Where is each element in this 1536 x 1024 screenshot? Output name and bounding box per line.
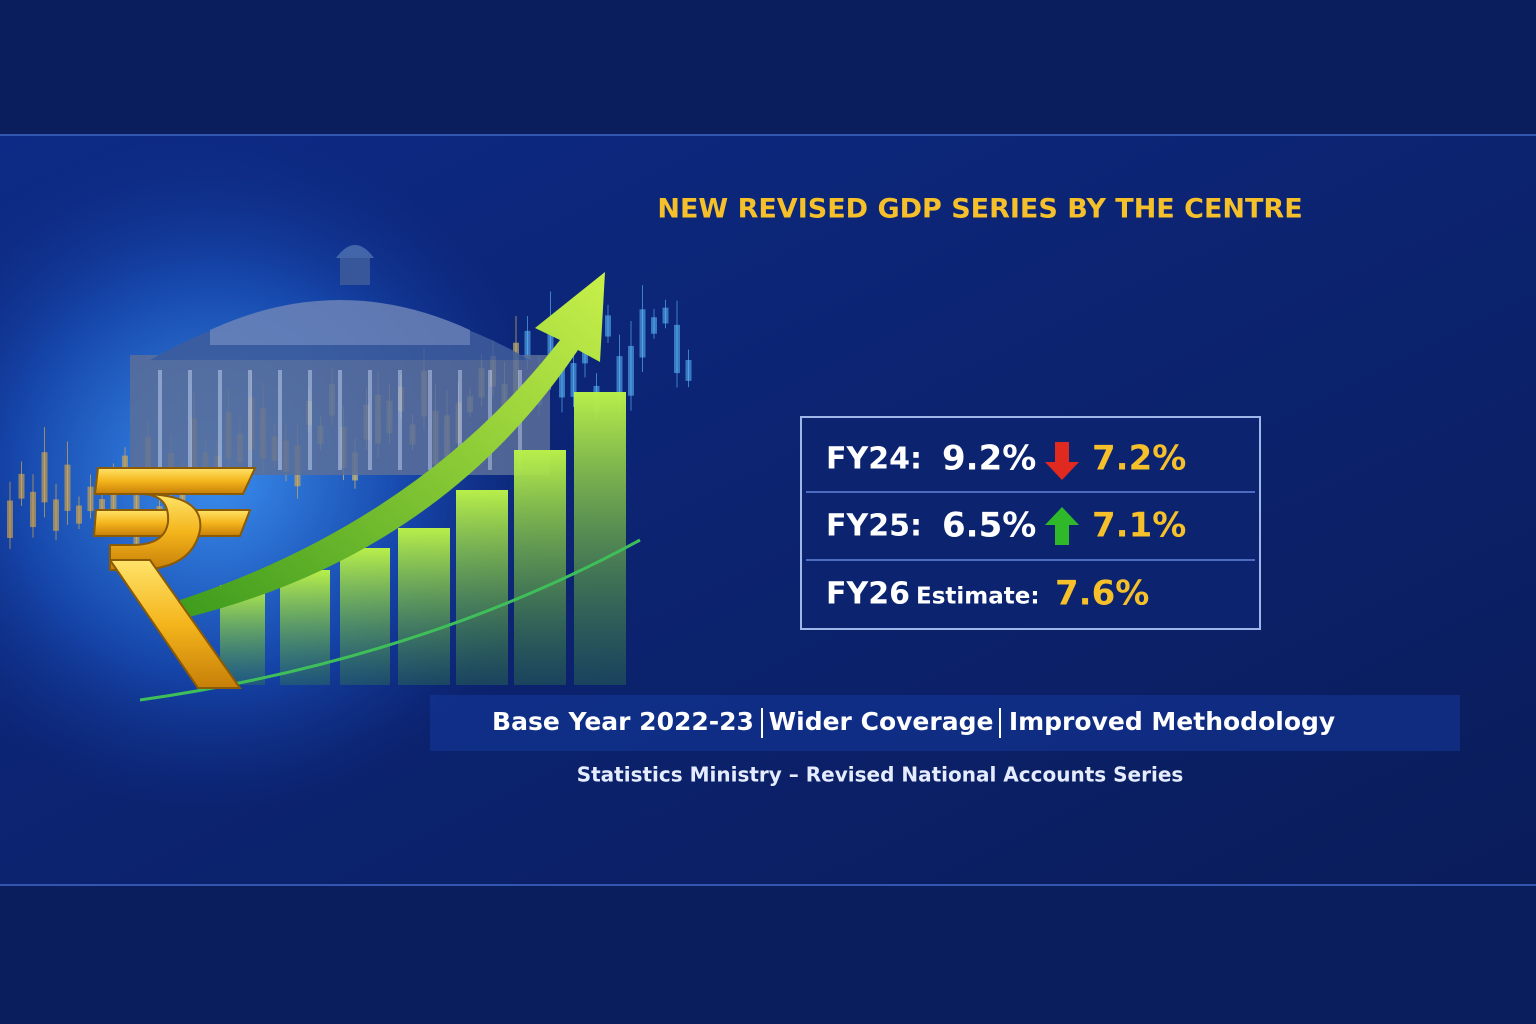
footer-band — [430, 695, 1460, 751]
row-label: FY26 — [826, 577, 910, 612]
new-value: 7.2% — [1092, 439, 1186, 479]
old-value: 6.5% — [942, 506, 1036, 546]
title: NEW REVISED GDP SERIES BY THE CENTRE — [657, 194, 1302, 225]
candle-body — [605, 315, 611, 337]
candle-body — [41, 452, 48, 503]
arrow-up — [1045, 507, 1079, 545]
arrow-down — [1045, 442, 1079, 480]
candle-body — [53, 499, 59, 531]
new-value: 7.6% — [1055, 574, 1149, 614]
source: Statistics Ministry – Revised National A… — [577, 763, 1184, 787]
candle-body — [651, 317, 657, 334]
row-label-note: Estimate: — [916, 584, 1040, 610]
rupee-symbol — [92, 467, 257, 689]
row-label: FY25: — [826, 509, 922, 544]
candle-body — [64, 464, 71, 511]
candle-body — [685, 360, 692, 381]
candle-body — [76, 505, 82, 524]
candle-body — [628, 345, 634, 396]
stats-box — [800, 416, 1261, 630]
candle-body — [87, 486, 94, 512]
growth-arrow — [180, 272, 605, 618]
candle-body — [18, 473, 25, 499]
candle-body — [662, 307, 669, 324]
new-value: 7.1% — [1092, 506, 1186, 546]
candle-body — [110, 480, 117, 516]
growth-bars — [220, 392, 626, 685]
parliament-dome — [130, 245, 550, 475]
old-value: 9.2% — [942, 439, 1036, 479]
row-label: FY24: — [826, 442, 922, 477]
candle-body — [674, 324, 680, 374]
candle-body — [570, 363, 577, 397]
candle-body — [616, 356, 623, 400]
candle-body — [524, 330, 531, 361]
feature: Base Year 2022-23 — [492, 707, 754, 736]
feature: Improved Methodology — [1009, 707, 1335, 736]
stats-rows: FY24: 9.2% 7.2% FY25: 6.5% 7.1% FY26 Estimate: 7… — [826, 439, 1186, 614]
candle-body — [639, 309, 646, 358]
candle-body — [7, 500, 13, 538]
feature: Wider Coverage — [769, 707, 994, 736]
candle-body — [30, 491, 36, 528]
candle-body — [122, 455, 128, 473]
candle-body — [547, 318, 554, 374]
